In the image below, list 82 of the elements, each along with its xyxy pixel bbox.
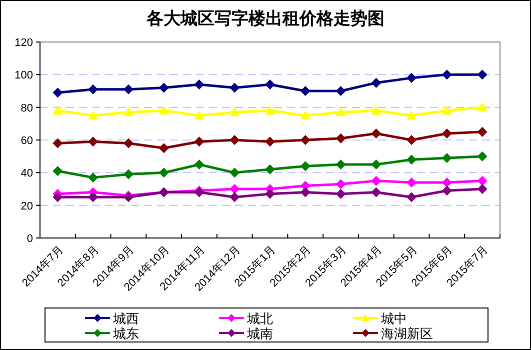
point: [336, 133, 346, 144]
point: [52, 192, 63, 202]
point: [158, 106, 169, 115]
point: [52, 138, 63, 148]
point: [442, 70, 452, 80]
point: [406, 192, 417, 202]
point: [371, 128, 382, 138]
point: [336, 179, 346, 190]
point: [230, 82, 240, 93]
point: [371, 106, 382, 115]
point: [265, 106, 275, 115]
point: [230, 192, 240, 202]
legend-label: 城西: [112, 311, 139, 326]
point: [88, 136, 98, 147]
point: [406, 110, 417, 120]
point: [300, 187, 310, 198]
point: [88, 110, 98, 120]
point: [194, 136, 204, 147]
point: [230, 184, 240, 194]
y-tick-label: 20: [20, 200, 33, 212]
point: [158, 168, 169, 178]
legend-label: 城东: [112, 326, 139, 341]
chart-title: 各大城区写字楼出租价格走势图: [146, 9, 384, 28]
point: [265, 188, 275, 199]
point: [442, 128, 452, 138]
legend-label: 城中: [380, 311, 407, 326]
y-tick-label: 100: [14, 70, 33, 82]
point: [300, 161, 310, 172]
point: [230, 107, 240, 116]
legend-label: 城南: [246, 326, 273, 341]
point: [442, 152, 452, 163]
point: [158, 143, 169, 154]
legend-label: 海湖新区: [381, 326, 433, 341]
y-tick-label: 60: [20, 135, 33, 147]
point: [442, 106, 452, 115]
point: [442, 186, 452, 196]
point: [371, 160, 382, 170]
point: [265, 164, 275, 174]
point: [336, 86, 346, 96]
legend-label: 城北: [246, 311, 273, 326]
y-tick-label: 0: [26, 233, 33, 245]
point: [477, 70, 488, 80]
point: [477, 176, 488, 186]
point: [336, 107, 346, 116]
point: [300, 110, 310, 120]
point: [265, 79, 275, 90]
point: [442, 177, 452, 188]
point: [477, 151, 488, 162]
point: [477, 102, 488, 112]
point: [371, 187, 382, 198]
point: [371, 78, 382, 88]
point: [300, 135, 310, 145]
point: [158, 82, 169, 93]
y-tick-label: 120: [14, 37, 33, 49]
point: [52, 106, 63, 115]
point: [230, 168, 240, 178]
point: [336, 160, 346, 170]
point: [88, 192, 98, 202]
y-tick-label: 40: [20, 168, 33, 180]
point: [406, 72, 417, 83]
point: [123, 84, 134, 94]
point: [406, 177, 417, 188]
point: [88, 84, 98, 94]
point: [477, 126, 488, 137]
point: [194, 160, 204, 170]
point: [371, 176, 382, 186]
point: [406, 154, 417, 165]
point: [123, 107, 134, 116]
y-tick-label: 80: [20, 102, 33, 114]
point: [230, 135, 240, 145]
point: [52, 88, 63, 98]
point: [477, 184, 488, 194]
point: [52, 166, 63, 176]
point: [194, 110, 204, 120]
point: [123, 138, 134, 148]
point: [123, 169, 134, 180]
point: [265, 136, 275, 147]
point: [406, 135, 417, 145]
point: [336, 188, 346, 199]
point: [88, 172, 98, 183]
point: [194, 79, 204, 90]
point: [300, 86, 310, 96]
